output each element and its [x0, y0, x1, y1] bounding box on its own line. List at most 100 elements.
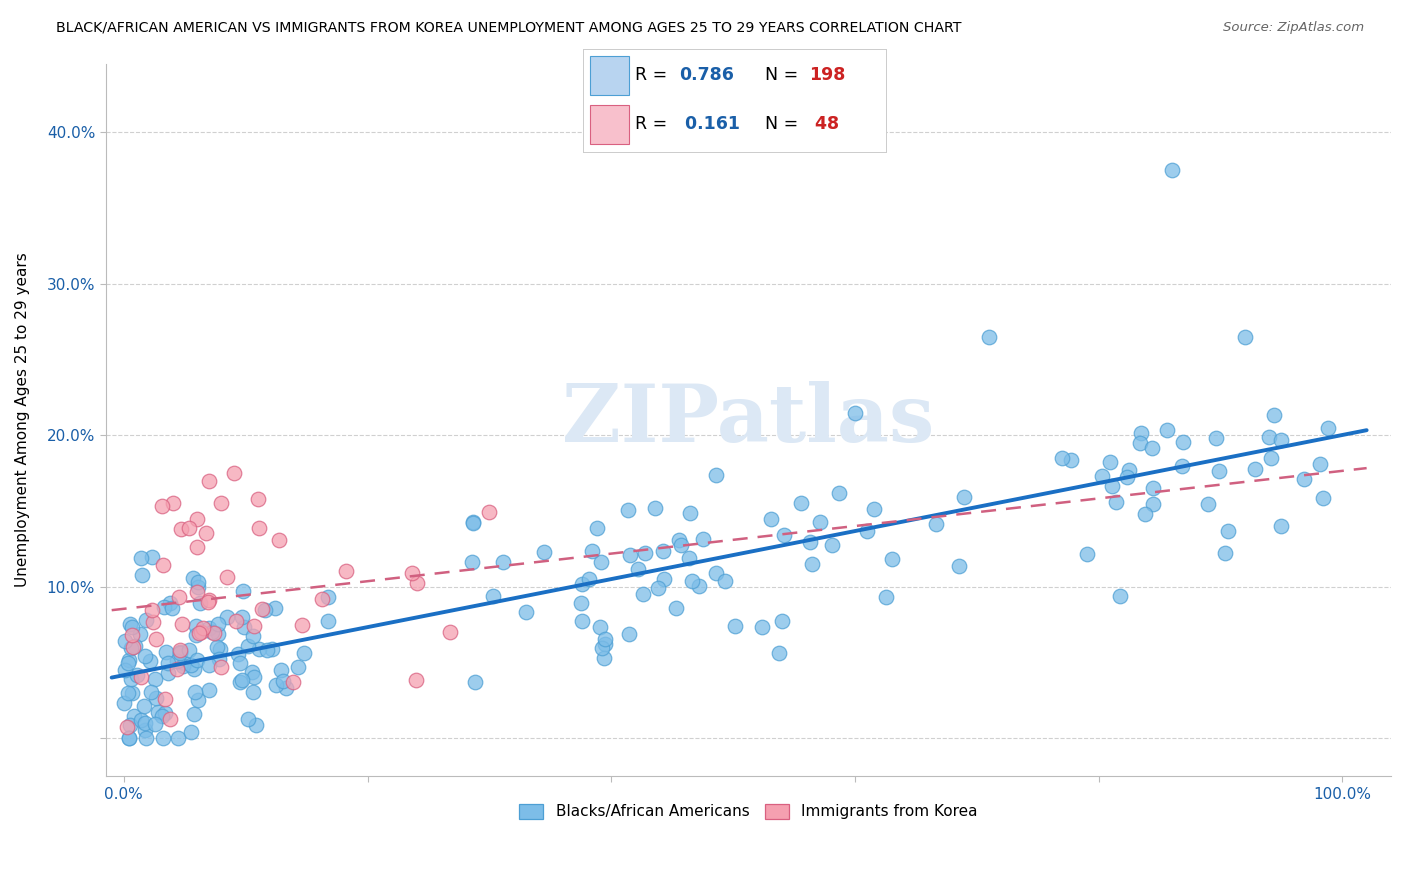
Point	[129, 627, 152, 641]
Point	[183, 685, 205, 699]
Point	[770, 614, 793, 628]
Text: Source: ZipAtlas.com: Source: ZipAtlas.com	[1223, 21, 1364, 34]
Point	[229, 675, 252, 690]
Point	[242, 629, 264, 643]
Point	[121, 686, 143, 700]
FancyBboxPatch shape	[589, 105, 628, 145]
Point	[124, 709, 146, 723]
Point	[197, 657, 219, 672]
Point	[665, 601, 688, 615]
Point	[195, 525, 218, 540]
Point	[157, 665, 180, 680]
Point	[139, 684, 162, 698]
Point	[118, 653, 141, 667]
Point	[581, 544, 603, 558]
Text: 0.161: 0.161	[679, 115, 740, 134]
Point	[118, 731, 141, 746]
Point	[169, 645, 191, 659]
Point	[186, 653, 208, 667]
Point	[1216, 524, 1239, 538]
Point	[155, 645, 177, 659]
Point	[166, 662, 188, 676]
Point	[217, 610, 239, 624]
Point	[162, 496, 184, 510]
Point	[281, 674, 304, 689]
Point	[247, 521, 270, 535]
Point	[153, 600, 176, 615]
Point	[1260, 450, 1282, 465]
Point	[150, 500, 173, 514]
Point	[172, 616, 194, 631]
Point	[233, 620, 256, 634]
Point	[208, 641, 231, 656]
Point	[202, 625, 225, 640]
Point	[134, 723, 156, 738]
Point	[1244, 461, 1267, 475]
Point	[704, 468, 727, 483]
Point	[578, 572, 600, 586]
Point	[1312, 491, 1334, 505]
Point	[222, 466, 245, 480]
Point	[134, 715, 156, 730]
Point	[127, 667, 149, 681]
Point	[1197, 497, 1219, 511]
Point	[120, 641, 142, 656]
Point	[617, 626, 640, 640]
Point	[207, 627, 229, 641]
Point	[401, 566, 423, 581]
Point	[801, 557, 824, 571]
Point	[759, 512, 782, 526]
Point	[619, 548, 641, 562]
Point	[875, 591, 897, 605]
Point	[1294, 472, 1316, 486]
Point	[183, 707, 205, 722]
Point	[245, 717, 267, 731]
Point	[129, 551, 152, 566]
Point	[115, 720, 138, 734]
Point	[799, 535, 821, 549]
Point	[492, 555, 515, 569]
Point	[634, 546, 657, 560]
Text: 0.786: 0.786	[679, 66, 734, 84]
Point	[316, 590, 339, 604]
Point	[592, 651, 614, 665]
Point	[591, 641, 613, 656]
FancyBboxPatch shape	[589, 56, 628, 95]
Point	[593, 637, 616, 651]
Point	[439, 625, 461, 640]
Point	[197, 682, 219, 697]
Point	[652, 544, 675, 558]
Point	[226, 648, 249, 662]
Point	[790, 496, 813, 510]
Point	[844, 405, 866, 419]
Point	[1129, 425, 1152, 440]
Point	[143, 717, 166, 731]
Point	[1215, 546, 1237, 560]
Point	[287, 660, 309, 674]
Point	[114, 634, 136, 648]
Point	[183, 570, 205, 584]
Point	[232, 584, 254, 599]
Legend: Blacks/African Americans, Immigrants from Korea: Blacks/African Americans, Immigrants fro…	[513, 797, 984, 825]
Point	[152, 558, 174, 572]
Text: N =: N =	[765, 66, 804, 84]
Point	[316, 614, 339, 628]
Point	[225, 614, 247, 628]
Point	[1101, 479, 1123, 493]
Point	[1076, 547, 1098, 561]
Point	[589, 555, 612, 569]
Point	[183, 661, 205, 675]
Point	[246, 491, 269, 506]
Point	[243, 619, 266, 633]
Point	[167, 731, 190, 746]
Point	[231, 673, 253, 687]
Point	[1142, 481, 1164, 495]
Point	[585, 521, 607, 535]
Point	[143, 673, 166, 687]
Point	[464, 674, 486, 689]
Point	[768, 646, 790, 660]
Point	[201, 625, 224, 640]
Point	[162, 601, 184, 615]
Point	[1309, 457, 1331, 471]
Point	[187, 693, 209, 707]
